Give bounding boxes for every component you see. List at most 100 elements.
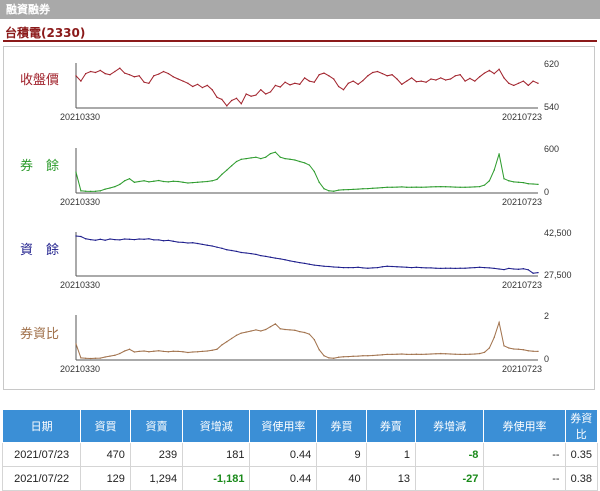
series-point (187, 242, 189, 244)
series-point (304, 162, 306, 164)
series-point (80, 235, 82, 238)
series-point (381, 73, 383, 75)
col-header-date: 日期 (1, 409, 82, 443)
series-point (357, 266, 359, 268)
series-point (177, 180, 179, 183)
cell-short-usage: -- (483, 466, 566, 491)
series-point (250, 253, 252, 255)
panel-label: 資 餘 (20, 242, 59, 258)
y-tick-label-bottom: 540 (544, 102, 559, 112)
series-point (532, 350, 534, 352)
series-point (260, 330, 262, 332)
series-line (75, 151, 539, 192)
series-point (338, 189, 340, 191)
series-point (255, 94, 257, 96)
x-tick-label-end: 20210723 (502, 112, 542, 122)
series-point (182, 181, 184, 183)
series-point (240, 332, 242, 334)
series-point (211, 89, 213, 91)
series-point (294, 261, 296, 263)
margin-trading-table: 日期 資買 資賣 資增減 資使用率 券買 券賣 券增減 券使用率 券資比 202… (1, 409, 599, 491)
series-point (328, 357, 330, 359)
series-point (187, 351, 189, 354)
series-point (488, 347, 490, 349)
series-line (75, 235, 539, 274)
series-point (420, 80, 422, 82)
series-point (498, 153, 500, 155)
series-point (483, 351, 486, 353)
series-point (425, 267, 427, 269)
series-point (532, 183, 534, 185)
series-point (153, 350, 155, 352)
series-point (425, 186, 427, 188)
series-point (328, 75, 330, 77)
series-point (221, 344, 223, 346)
series-point (231, 337, 233, 340)
cell-short-change: -27 (414, 466, 485, 491)
series-point (85, 73, 87, 75)
series-point (182, 351, 184, 353)
series-point (352, 355, 354, 357)
series-point (308, 164, 310, 166)
series-point (143, 81, 145, 83)
series-point (498, 321, 500, 323)
series-point (162, 350, 165, 352)
series-point (80, 80, 82, 82)
series-point (474, 267, 476, 269)
series-point (313, 339, 315, 341)
series-point (167, 239, 169, 241)
series-point (415, 81, 417, 83)
series-point (114, 354, 116, 356)
series-point (240, 251, 242, 254)
series-point (333, 78, 335, 80)
series-point (284, 328, 286, 331)
series-point (517, 82, 520, 84)
series-point (114, 186, 116, 188)
cell-date: 2021/07/22 (1, 466, 82, 491)
y-tick-label-bottom: 27,500 (544, 270, 572, 280)
series-line (75, 67, 539, 107)
series-point (527, 269, 529, 271)
cell-margin-sell: 1,294 (129, 466, 184, 491)
series-point (90, 357, 92, 360)
series-point (537, 350, 539, 352)
series-point (313, 264, 315, 266)
col-header-margin-change: 資增減 (182, 409, 251, 443)
series-point (537, 272, 539, 274)
series-point (289, 84, 291, 86)
series-point (469, 353, 471, 355)
series-point (469, 186, 471, 188)
x-tick-label-end: 20210723 (502, 280, 542, 290)
series-point (226, 169, 228, 171)
series-point (459, 353, 461, 355)
series-point (128, 238, 131, 240)
series-point (138, 238, 140, 240)
series-point (449, 267, 452, 269)
series-point (488, 69, 490, 71)
series-point (347, 267, 349, 269)
series-point (406, 353, 408, 355)
series-point (235, 250, 238, 252)
series-point (454, 75, 456, 77)
series-point (114, 70, 116, 73)
series-point (411, 77, 413, 79)
series-point (381, 266, 383, 268)
series-point (323, 355, 325, 357)
series-point (488, 180, 490, 182)
series-point (109, 74, 111, 76)
stock-title: 台積電(2330) (5, 26, 86, 40)
series-point (162, 240, 165, 242)
series-point (216, 178, 218, 180)
series-point (386, 186, 388, 188)
series-point (85, 238, 87, 240)
series-point (177, 350, 179, 352)
col-header-short-usage: 券使用率 (483, 409, 566, 443)
series-point (201, 243, 203, 245)
series-point (104, 239, 106, 241)
series-point (304, 262, 306, 264)
series-point (260, 158, 262, 160)
series-point (269, 326, 272, 328)
series-point (201, 350, 203, 352)
series-point (376, 187, 379, 189)
series-point (162, 180, 165, 183)
